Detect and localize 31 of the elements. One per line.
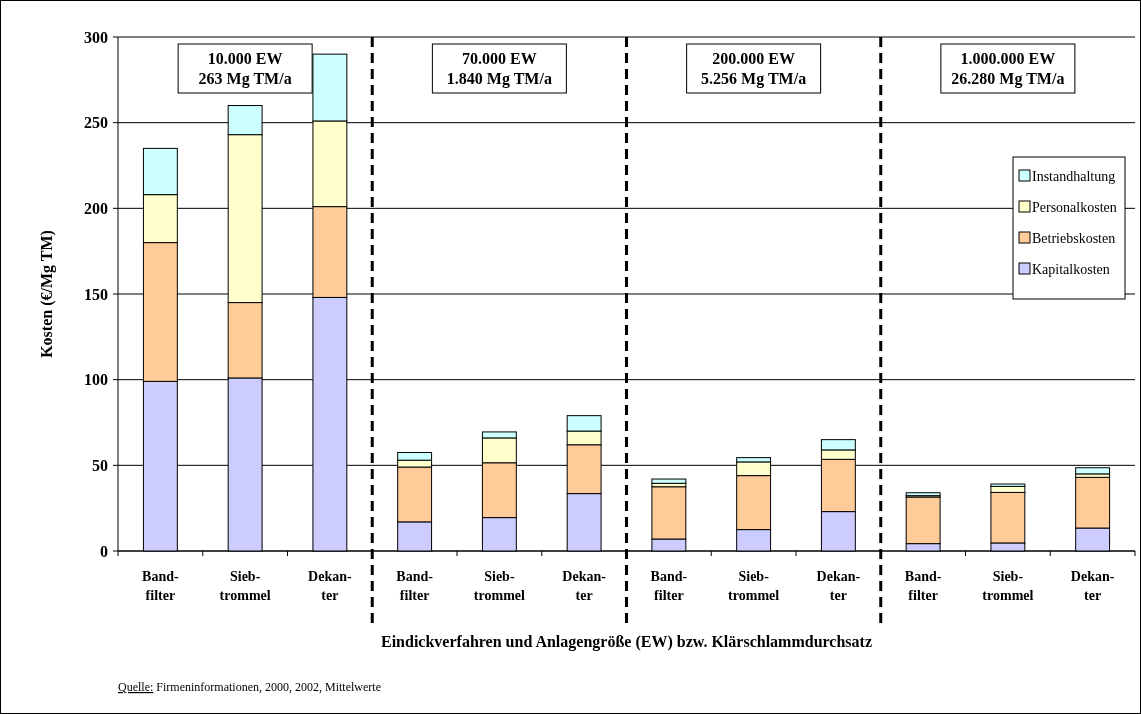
y-tick-label: 250 (84, 114, 108, 132)
legend-label: Betriebskosten (1032, 230, 1116, 246)
x-tick-label: Sieb- trommel (219, 569, 271, 603)
x-tick-label: Dekan- ter (816, 569, 861, 603)
annotation: 10.000 EW 263 Mg TM/a (198, 50, 292, 88)
annotation: 70.000 EW 1.840 Mg TM/a (446, 50, 552, 88)
x-tick-label: Band- filter (142, 569, 179, 603)
bar (651, 478, 687, 484)
x-tick-label: Dekan- ter (308, 569, 352, 603)
x-tick-label: Band- filter (650, 569, 688, 603)
legend-label: Kapitalkosten (1032, 261, 1110, 277)
x-tick-label: Dekan- ter (1070, 569, 1115, 603)
x-tick-label: Dekan- ter (562, 569, 607, 603)
y-tick-label: 200 (84, 199, 108, 217)
x-tick-label: Sieb- trommel (982, 569, 1034, 603)
x-axis-title: Eindickverfahren und Anlagengröße (EW) bzw. Klärschlammdurchsatz (381, 633, 872, 651)
y-tick-label: 100 (84, 371, 108, 389)
legend-label: Instandhaltung (1032, 168, 1116, 184)
annotation: 1.000.000 EW 26.280 Mg TM/a (951, 50, 1065, 88)
y-tick-label: 150 (84, 285, 108, 303)
x-tick-label: Sieb- trommel (473, 569, 525, 603)
x-tick-label: Band- filter (396, 569, 434, 603)
x-tick-label: Sieb- trommel (728, 569, 780, 603)
y-axis-title: Kosten (€/Mg TM) (38, 230, 56, 358)
source-note: Quelle: Firmeninformationen, 2000, 2002, Mittelwerte (118, 680, 381, 694)
x-tick-label: Band- filter (904, 569, 942, 603)
y-tick-label: 300 (84, 28, 108, 46)
y-tick-label: 50 (92, 456, 108, 474)
annotation: 200.000 EW 5.256 Mg TM/a (701, 50, 807, 88)
y-tick-label: 0 (100, 542, 108, 560)
legend-label: Personalkosten (1032, 199, 1117, 215)
